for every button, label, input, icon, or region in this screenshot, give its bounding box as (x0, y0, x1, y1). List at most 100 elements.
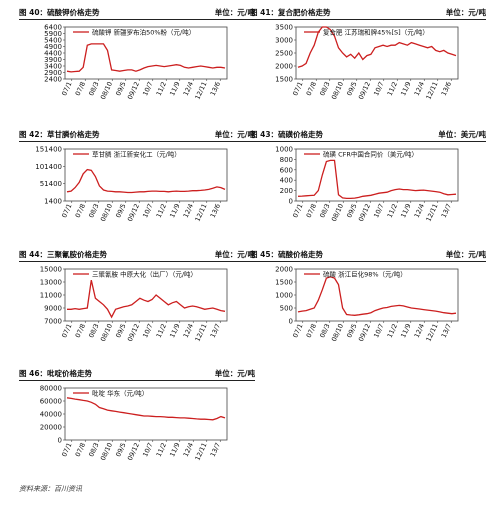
x-tick-label: 11/2 (155, 80, 168, 97)
y-tick-label: 2000 (275, 266, 293, 274)
x-tick-label: 12/11 (424, 322, 439, 342)
x-tick-label: 07/1 (60, 322, 73, 339)
chart-unit: 单位：元/吨 (445, 8, 486, 17)
y-tick-label: 6400 (44, 24, 62, 32)
x-tick-label: 07/8 (74, 202, 87, 219)
y-tick-label: 3000 (275, 37, 293, 45)
x-tick-label: 11/2 (386, 80, 399, 97)
panel-6: 图 46：吡啶价格走势 单位：元/吨 0 20000 40000 60000 80000… (19, 366, 255, 462)
y-tick-label: 51400 (40, 180, 62, 188)
x-tick-label: 07/8 (305, 322, 318, 339)
chart-unit: 单位：元/吨 (214, 369, 255, 378)
x-tick-label: 12/11 (193, 202, 208, 222)
x-tick-label: 07/1 (60, 80, 73, 97)
x-tick-label: 08/3 (87, 322, 100, 339)
x-tick-label: 11/9 (399, 80, 412, 97)
plot-frame (295, 148, 459, 202)
y-tick-label: 80000 (40, 385, 62, 393)
series-line (297, 26, 457, 68)
y-tick-label: 3900 (44, 56, 62, 64)
x-tick-label: 07/1 (291, 80, 304, 97)
panel-header: 图 44：三聚氰胺价格走势 单位：元/吨 (19, 247, 255, 262)
y-tick-label: 800 (280, 156, 293, 164)
x-tick-label: 07/8 (305, 80, 318, 97)
plot-frame (64, 387, 228, 441)
chart-unit: 单位：元/吨 (214, 130, 255, 139)
legend-label: 吡啶 华东（元/吨） (92, 389, 148, 398)
panel-header: 图 42：草甘膦价格走势 单位：元/吨 (19, 127, 255, 142)
legend-label: 复合肥 江苏瑞和牌45%[S]（元/吨） (323, 28, 429, 37)
x-tick-label: 13/7 (209, 322, 222, 339)
chart-title: 图 46：吡啶价格走势 (19, 369, 93, 378)
x-tick-label: 09/5 (114, 202, 127, 219)
y-tick-label: 4900 (44, 43, 62, 51)
x-tick-label: 07/1 (60, 441, 73, 458)
x-tick-label: 09/5 (345, 80, 358, 97)
x-tick-label: 09/5 (345, 322, 358, 339)
x-tick-label: 08/10 (99, 322, 114, 342)
x-tick-label: 08/10 (99, 441, 114, 461)
x-tick-label: 11/9 (168, 322, 181, 339)
y-tick-label: 151400 (35, 146, 62, 154)
x-tick-label: 11/2 (386, 202, 399, 219)
x-tick-label: 08/10 (330, 202, 345, 222)
x-tick-label: 09/12 (126, 202, 141, 222)
x-tick-label: 08/3 (318, 80, 331, 97)
x-tick-label: 07/8 (74, 80, 87, 97)
x-tick-label: 12/4 (182, 322, 195, 339)
x-tick-label: 12/11 (193, 322, 208, 342)
chart-unit: 单位：元/吨 (214, 8, 255, 17)
panel-5: 图 45：硫酸价格走势 单位：元/吨 0 500 1000 1500 2000 07/1 0… (250, 247, 486, 343)
x-tick-label: 10/7 (141, 322, 154, 339)
x-tick-label: 10/7 (372, 80, 385, 97)
chart-unit: 单位：元/吨 (214, 250, 255, 259)
x-tick-label: 11/2 (155, 322, 168, 339)
y-tick-label: 500 (280, 305, 293, 313)
panel-header: 图 41：复合肥价格走势 单位：元/吨 (250, 5, 486, 20)
x-tick-label: 09/12 (357, 202, 372, 222)
y-tick-label: 9000 (44, 305, 62, 313)
series-line (297, 159, 457, 200)
x-tick-label: 12/4 (182, 80, 195, 97)
y-tick-label: 2900 (44, 69, 62, 77)
panel-header: 图 45：硫酸价格走势 单位：元/吨 (250, 247, 486, 262)
chart-title: 图 45：硫酸价格走势 (250, 250, 324, 259)
chart-5: 0 500 1000 1500 2000 07/1 07/8 08/308/10 09/509/… (275, 266, 459, 343)
x-tick-label: 08/3 (87, 80, 100, 97)
x-tick-label: 07/8 (305, 202, 318, 219)
x-tick-label: 09/5 (345, 202, 358, 219)
x-tick-label: 13/7 (209, 441, 222, 458)
x-tick-label: 13/6 (209, 80, 222, 97)
panel-3: 图 43：硫磺价格走势 单位：美元/吨 0 200 400 600 800 1000 07/… (250, 127, 486, 223)
y-tick-label: 5900 (44, 30, 62, 38)
legend-label: 草甘膦 浙江新安化工（元/吨） (92, 150, 181, 159)
x-tick-label: 08/10 (330, 80, 345, 100)
x-tick-label: 09/12 (357, 322, 372, 342)
chart-title: 图 41：复合肥价格走势 (250, 8, 331, 17)
series-line (66, 397, 226, 421)
x-tick-label: 09/12 (357, 80, 372, 100)
y-tick-label: 0 (289, 318, 293, 326)
x-tick-label: 07/8 (74, 322, 87, 339)
y-tick-label: 3400 (44, 63, 62, 71)
plot-frame (64, 148, 228, 202)
x-tick-label: 11/2 (155, 441, 168, 458)
x-tick-label: 09/5 (114, 80, 127, 97)
x-tick-label: 10/7 (372, 322, 385, 339)
x-tick-label: 08/10 (330, 322, 345, 342)
x-tick-label: 13/6 (440, 80, 453, 97)
x-tick-label: 13/7 (440, 202, 453, 219)
panel-0: 图 40：硫酸钾价格走势 单位：元/吨 2400 2900 3400 3900 4400… (19, 5, 255, 101)
x-tick-label: 07/1 (291, 202, 304, 219)
x-tick-label: 11/2 (155, 202, 168, 219)
y-tick-label: 40000 (40, 411, 62, 419)
y-tick-label: 2000 (275, 63, 293, 71)
panel-header: 图 46：吡啶价格走势 单位：元/吨 (19, 366, 255, 381)
x-tick-label: 07/8 (74, 441, 87, 458)
x-tick-label: 12/11 (424, 202, 439, 222)
y-tick-label: 20000 (40, 424, 62, 432)
y-tick-label: 200 (280, 187, 293, 195)
